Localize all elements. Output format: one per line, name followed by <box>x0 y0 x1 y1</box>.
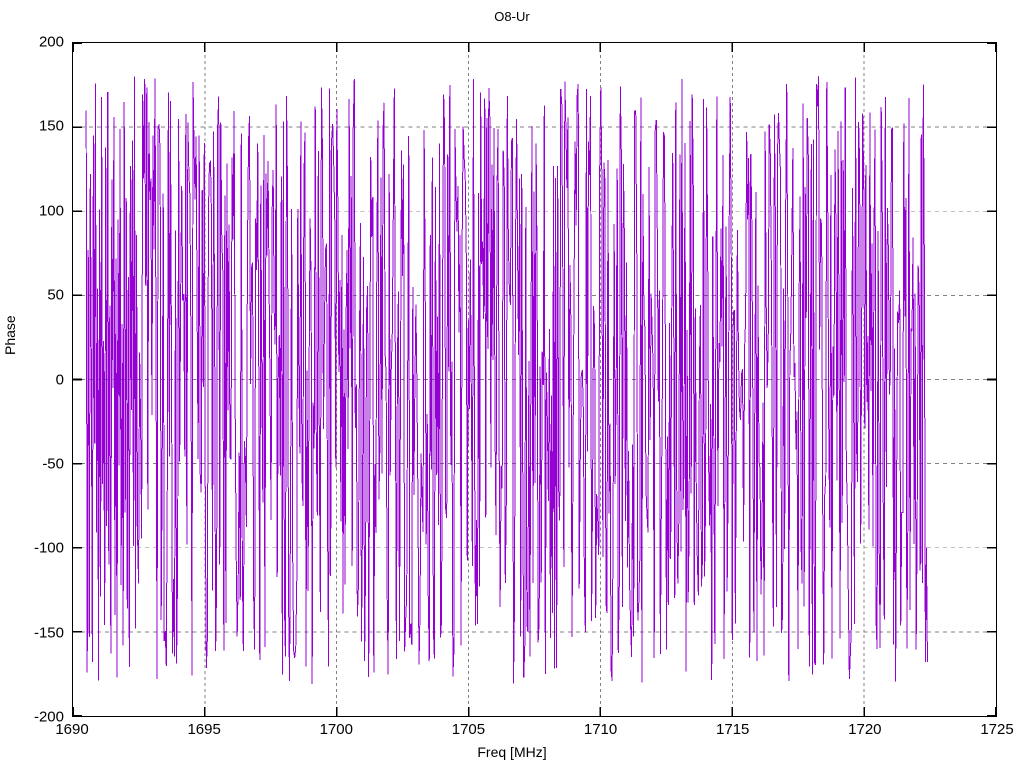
plot-canvas <box>73 43 996 716</box>
x-axis-ticks <box>73 707 996 716</box>
x-axis-title: Freq [MHz] <box>477 744 547 760</box>
y-tick-label: 200 <box>38 33 64 51</box>
x-tick-label: 1690 <box>55 721 89 738</box>
x-tick-label: 1725 <box>980 721 1014 738</box>
x-tick-label: 1695 <box>187 721 221 738</box>
y-tick-label: 100 <box>38 202 64 220</box>
y-tick-label: -200 <box>33 708 64 726</box>
y-tick-label: 50 <box>47 286 64 304</box>
y-tick-label: -100 <box>33 539 64 557</box>
y-tick-label: -50 <box>42 455 64 473</box>
y-tick-label: -150 <box>33 624 64 642</box>
x-tick-label: 1710 <box>583 721 618 738</box>
y-axis-tick-labels: -200 -150 -100 -50 0 50 100 150 200 <box>0 0 64 768</box>
x-tick-label: 1720 <box>848 721 882 738</box>
plot-area <box>72 42 997 717</box>
y-tick-label: 0 <box>55 371 64 388</box>
y-axis-ticks <box>73 43 82 716</box>
x-tick-label: 1700 <box>319 721 353 738</box>
data-series-o8-ur <box>85 76 928 684</box>
x-tick-label: 1705 <box>451 721 486 738</box>
chart-title: O8-Ur <box>494 9 530 24</box>
x-tick-label: 1715 <box>716 721 750 738</box>
x-axis-tick-labels: 1690 1695 1700 1705 1710 1715 1720 1725 <box>0 722 1024 744</box>
x-axis-ticks-top <box>73 43 996 52</box>
y-axis-ticks-right <box>987 43 996 716</box>
y-tick-label: 150 <box>38 117 64 135</box>
